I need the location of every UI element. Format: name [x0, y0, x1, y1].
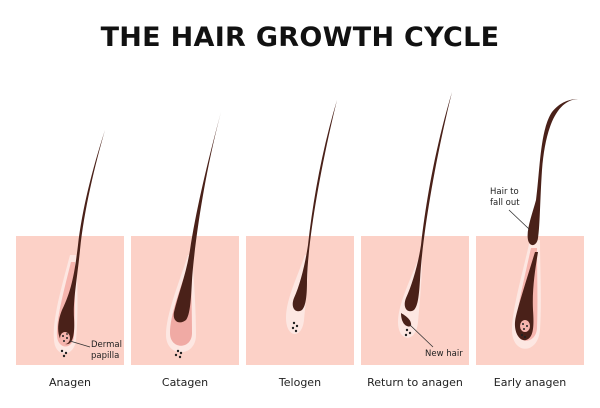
annotation-dermal-papilla: Dermal papilla — [91, 340, 122, 361]
stage-label-anagen: Anagen — [49, 376, 91, 389]
stage-label-telogen: Telogen — [278, 376, 322, 389]
return-to-anagen-follicle — [398, 92, 452, 348]
annotation-hair-to-fall-out: Hair to fall out — [490, 187, 520, 208]
catagen-follicle — [166, 112, 221, 359]
early-anagen-follicle — [508, 99, 578, 349]
telogen-follicle — [286, 100, 337, 335]
stage-label-return-to-anagen: Return to anagen — [367, 376, 463, 389]
anagen-follicle — [53, 130, 105, 358]
stage-label-catagen: Catagen — [161, 376, 209, 389]
stage-label-early-anagen: Early anagen — [493, 376, 567, 389]
diagram-title: THE HAIR GROWTH CYCLE — [100, 22, 500, 53]
annotation-new-hair: New hair — [425, 349, 463, 359]
